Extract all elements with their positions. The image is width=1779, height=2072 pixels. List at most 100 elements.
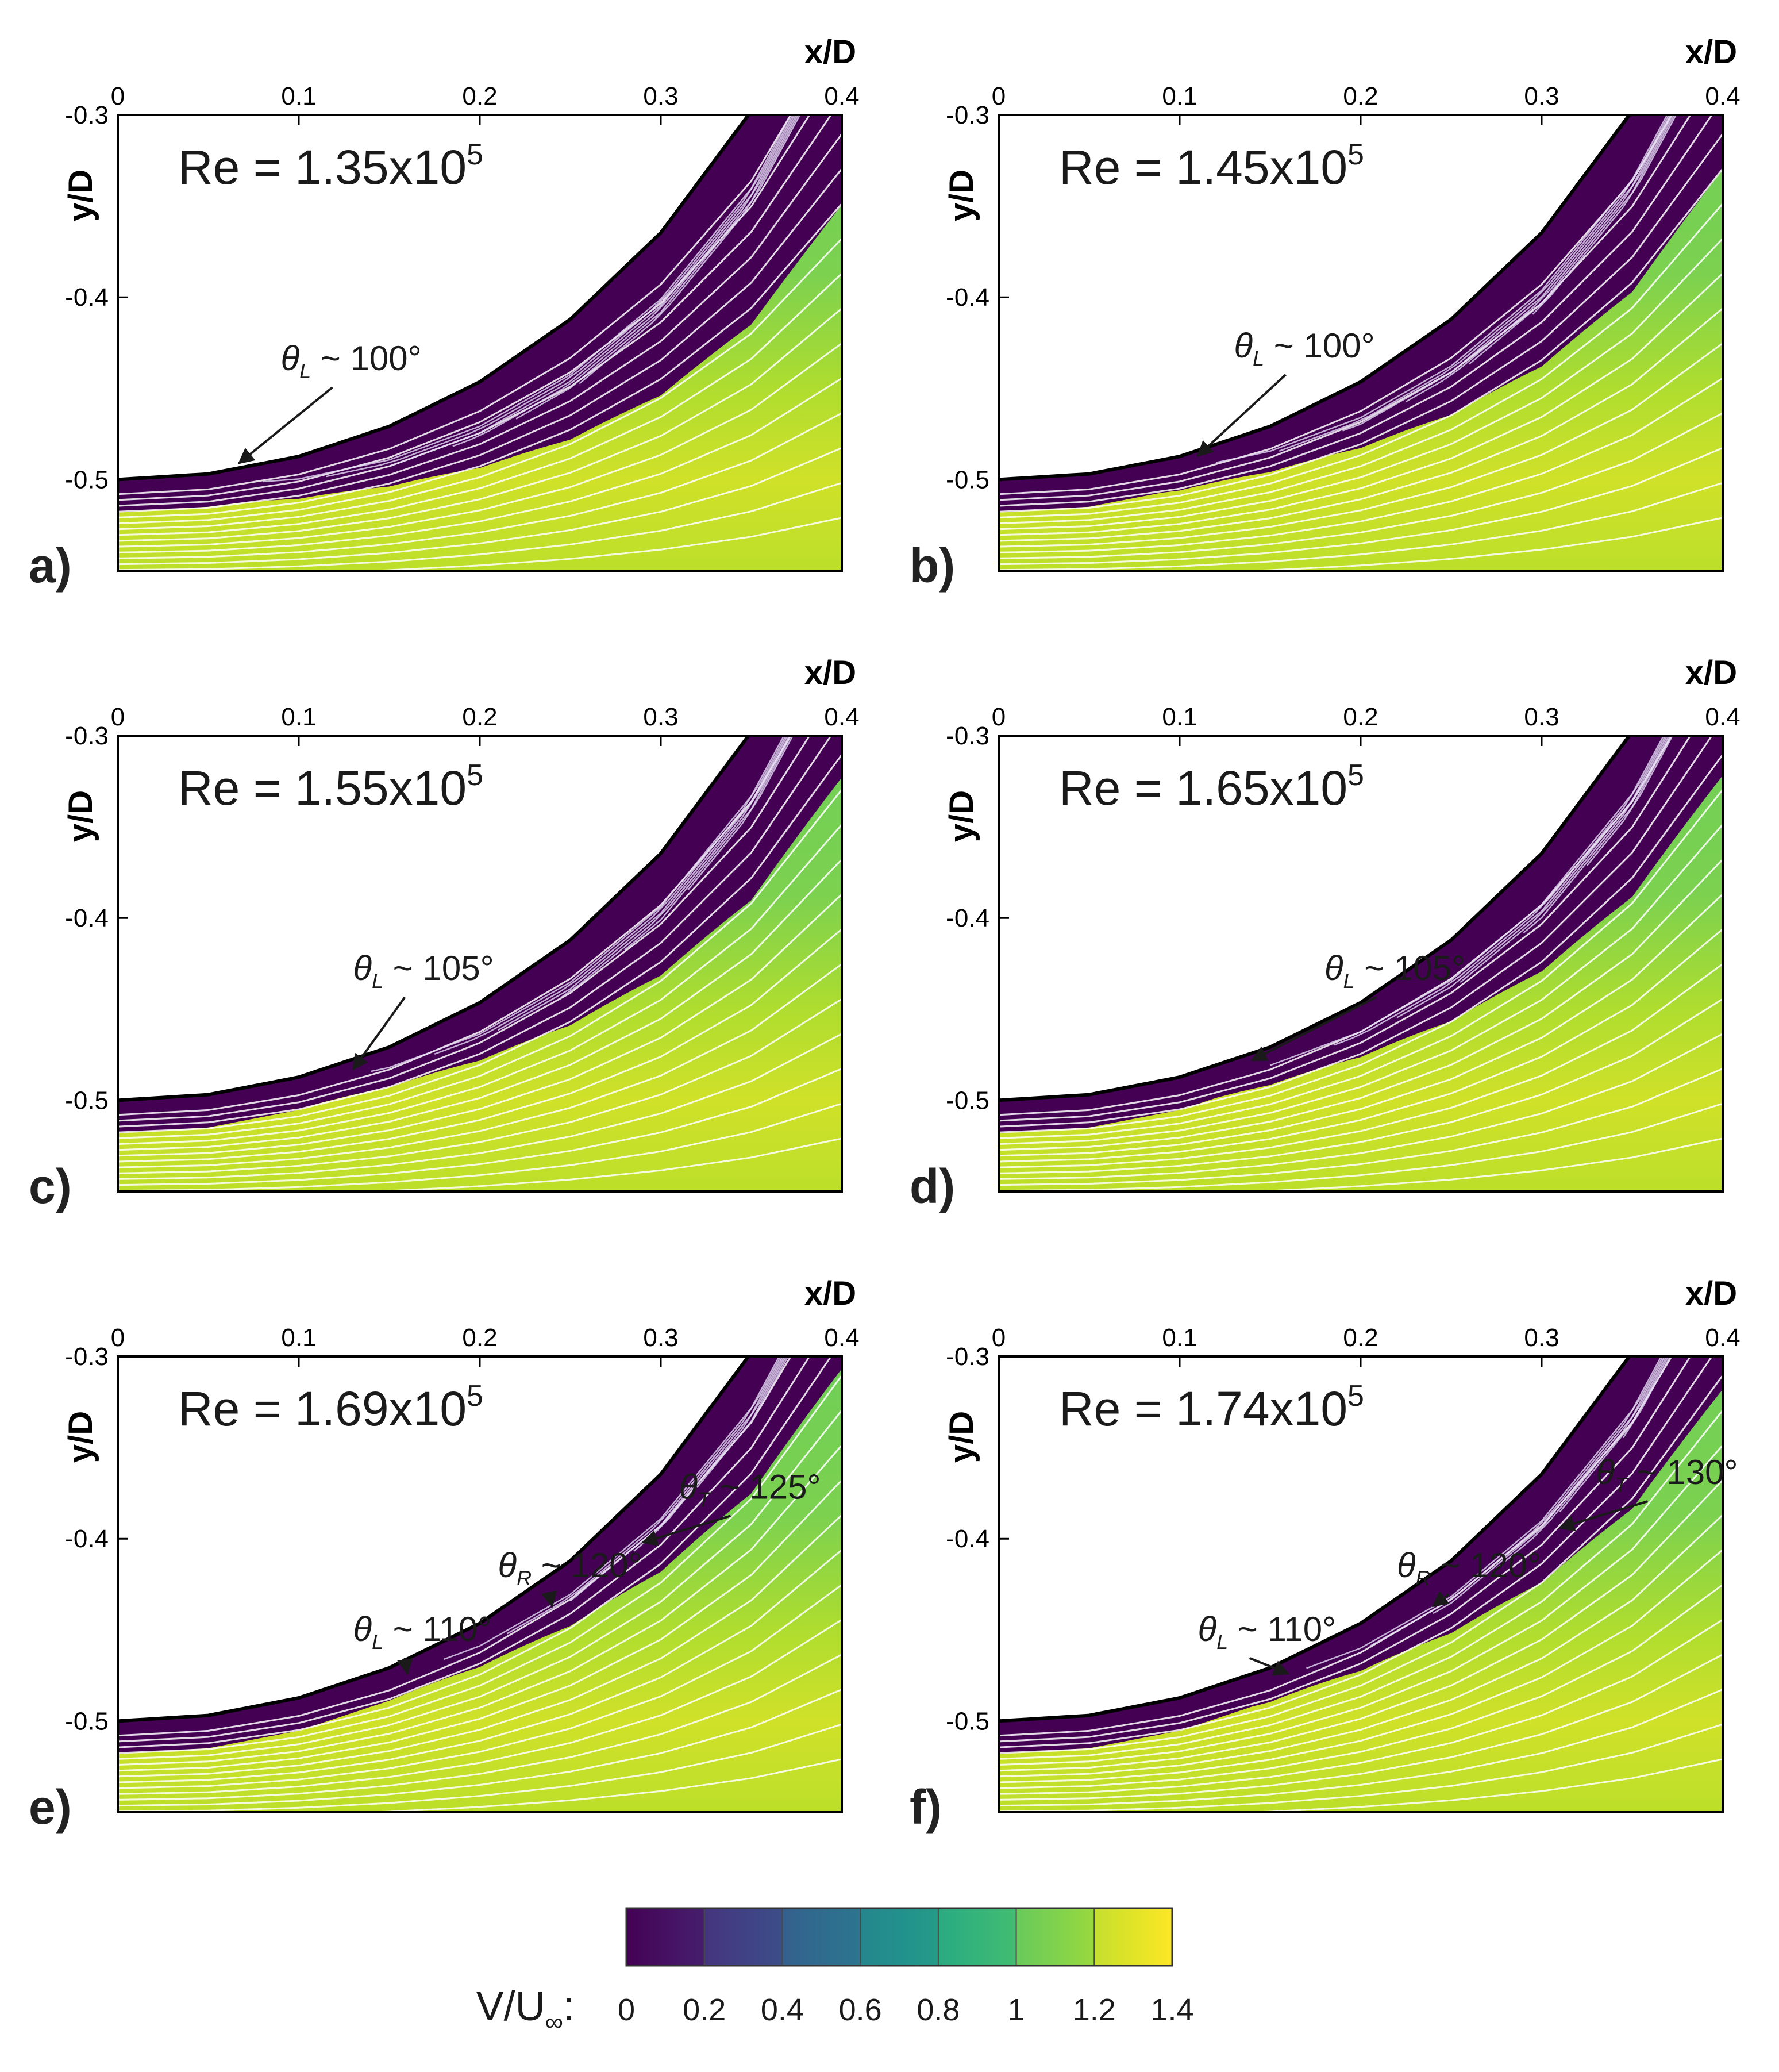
x-tick-label: 0.2 — [1343, 82, 1378, 110]
x-tick-label: 0.4 — [1705, 1324, 1740, 1352]
streamline — [118, 736, 811, 1122]
streamline — [349, 1137, 842, 1191]
streamline-recirculation — [326, 115, 794, 478]
streamline — [118, 1723, 842, 1812]
streamline — [118, 1356, 811, 1743]
reynolds-label: Re = 1.65x105 — [1059, 759, 1364, 815]
streamline — [118, 412, 842, 559]
streamline — [118, 377, 842, 553]
streamline — [118, 168, 842, 518]
streamline — [118, 1514, 842, 1778]
y-axis-label: y/D — [62, 790, 99, 842]
panel-d: 0 0.1 0.2 0.3 0.4 -0.3 -0.4 -0.5 x/D y/D Re = 1.65… — [910, 654, 1741, 1213]
panel-a: 0 0.1 0.2 0.3 0.4 -0.3 -0.4 -0.5 x/D y/D Re = 1.35… — [29, 33, 860, 593]
y-tick-label: -0.3 — [946, 722, 989, 750]
y-tick-label: -0.4 — [946, 1525, 989, 1553]
annotation-arrow — [352, 996, 406, 1071]
x-tick-label: 0.1 — [281, 82, 316, 110]
streamline — [118, 447, 842, 566]
x-tick-label: 0.1 — [1162, 82, 1197, 110]
streamline — [118, 824, 842, 1145]
y-tick-label: -0.3 — [946, 1343, 989, 1371]
x-tick-label: 0.3 — [643, 1324, 678, 1352]
cylinder-surface — [999, 115, 1632, 482]
y-tick-label: -0.5 — [946, 1086, 989, 1114]
streamline — [999, 1375, 1723, 1754]
y-axis-label: y/D — [943, 170, 980, 221]
x-tick-label: 0.4 — [1705, 703, 1740, 731]
annotation-arrow — [1250, 996, 1377, 1062]
x-tick-label: 0.1 — [281, 1324, 316, 1352]
streamline — [999, 998, 1723, 1174]
cylinder-surface — [118, 736, 751, 1102]
y-tick-label: -0.4 — [65, 283, 109, 312]
streamline — [999, 115, 1713, 507]
streamline — [118, 1375, 842, 1754]
streamline — [999, 1356, 1692, 1743]
panel-b: 0 0.1 0.2 0.3 0.4 -0.3 -0.4 -0.5 x/D y/D Re = 1.45… — [910, 33, 1741, 593]
streamline-recirculation — [1279, 115, 1670, 452]
colorbar-tick-label: 1.4 — [1150, 1993, 1193, 2027]
annotation-arrow — [641, 1514, 731, 1546]
streamline — [999, 272, 1723, 536]
streamline-recirculation — [1532, 115, 1677, 315]
reynolds-label: Re = 1.45x105 — [1059, 138, 1364, 194]
colorbar-tick-label: 1 — [1008, 1993, 1025, 2027]
streamline — [118, 1356, 832, 1748]
panel-label: d) — [910, 1159, 955, 1213]
annotation-theta-l: θL ~ 110° — [353, 1610, 492, 1675]
svg-text:θL ~ 110°: θL ~ 110° — [1198, 1610, 1337, 1654]
streamline — [999, 412, 1723, 559]
streamline — [999, 1723, 1723, 1812]
streamline — [999, 447, 1723, 566]
x-tick-label: 0 — [992, 703, 1006, 731]
x-tick-label: 0.1 — [281, 703, 316, 731]
streamline — [999, 1584, 1723, 1789]
streamline-recirculation — [434, 736, 787, 1055]
streamline — [999, 1619, 1723, 1795]
streamline — [999, 1102, 1723, 1191]
colorbar-tick-label: 1.2 — [1073, 1993, 1116, 2027]
svg-text:θL ~ 100°: θL ~ 100° — [1234, 326, 1375, 370]
y-axis-label: y/D — [62, 170, 99, 221]
streamline — [999, 1654, 1723, 1801]
svg-text:θT ~ 130°: θT ~ 130° — [1596, 1453, 1738, 1497]
streamline — [118, 754, 842, 1133]
streamline — [999, 1409, 1723, 1760]
panel-label: c) — [29, 1159, 72, 1213]
reynolds-label: Re = 1.55x105 — [178, 759, 483, 815]
annotation-theta-r: θR ~ 120° — [1397, 1546, 1541, 1608]
x-tick-label: 0.2 — [462, 82, 497, 110]
panel-label: b) — [910, 539, 955, 593]
svg-text:θT ~ 125°: θT ~ 125° — [679, 1467, 821, 1511]
cylinder-surface — [999, 736, 1632, 1102]
svg-text:θL ~ 110°: θL ~ 110° — [353, 1610, 492, 1654]
annotation-theta-r: θR ~ 120° — [498, 1546, 642, 1608]
streamline-recirculation — [624, 736, 792, 951]
streamline-recirculation — [1469, 115, 1676, 365]
x-tick-label: 0 — [111, 82, 125, 110]
x-tick-label: 0.2 — [462, 703, 497, 731]
panel-e: 0 0.1 0.2 0.3 0.4 -0.3 -0.4 -0.5 x/D y/D Re = 1.69… — [29, 1275, 860, 1834]
streamline — [999, 1514, 1723, 1778]
streamline-recirculation — [1342, 115, 1672, 432]
streamline — [118, 1102, 842, 1191]
streamline — [1230, 517, 1723, 571]
streamline — [118, 1479, 842, 1772]
annotation-theta-t: θT ~ 130° — [1558, 1453, 1738, 1532]
streamline — [999, 133, 1723, 513]
annotation-theta-l: θL ~ 100° — [237, 339, 422, 464]
colorbar-tick-label: 0.4 — [761, 1993, 804, 2027]
annotation-arrow — [397, 1658, 413, 1675]
streamline — [999, 928, 1723, 1163]
streamline-recirculation — [569, 1356, 784, 1602]
y-tick-label: -0.5 — [65, 1086, 109, 1114]
streamline — [999, 482, 1723, 571]
cylinder-body — [999, 736, 1630, 1101]
cylinder-surface — [118, 1356, 751, 1723]
x-axis-label: x/D — [804, 654, 856, 691]
x-tick-label: 0.2 — [1343, 1324, 1378, 1352]
streamline — [999, 203, 1723, 524]
cylinder-surface — [118, 115, 751, 482]
streamline — [118, 115, 792, 495]
